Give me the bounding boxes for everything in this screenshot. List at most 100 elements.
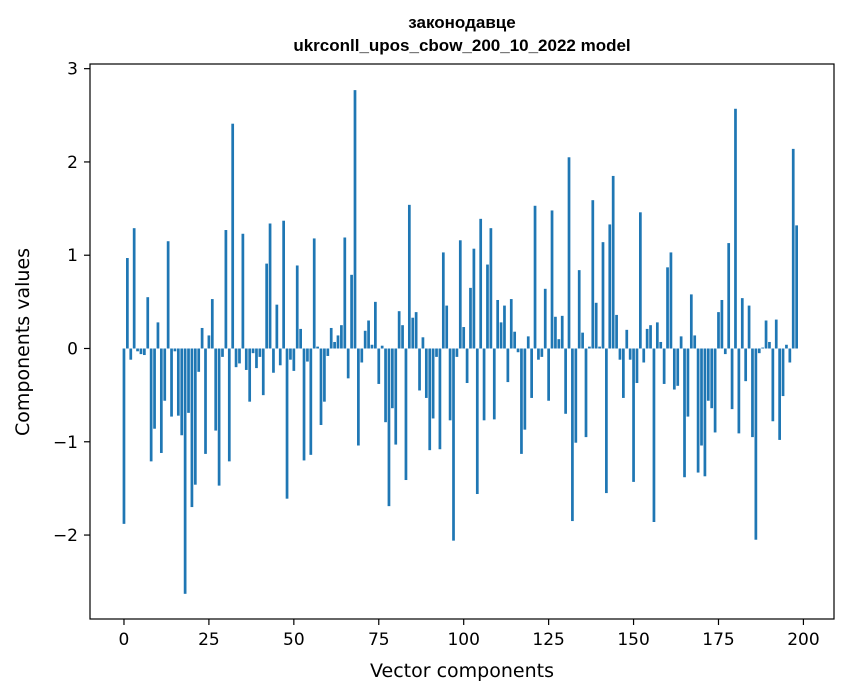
bar-159 xyxy=(662,348,666,384)
bar-27 xyxy=(214,348,218,431)
bar-172 xyxy=(706,348,710,401)
y-tick-label: −2 xyxy=(53,526,78,546)
bar-5 xyxy=(139,348,143,355)
bar-58 xyxy=(319,348,323,425)
bar-145 xyxy=(615,314,618,349)
bar-1 xyxy=(126,258,129,349)
y-tick-label: 1 xyxy=(67,246,78,266)
bar-92 xyxy=(435,348,438,357)
bar-34 xyxy=(238,348,241,364)
bar-188 xyxy=(761,347,765,349)
bar-129 xyxy=(560,315,564,349)
bar-70 xyxy=(360,348,364,363)
bar-115 xyxy=(513,331,517,349)
x-axis-ticks: 0 25 50 75 100 125 150 175 200 xyxy=(119,619,820,650)
bar-185 xyxy=(751,348,754,438)
y-axis-ticks: −2 −1 0 1 2 3 xyxy=(53,60,90,546)
bar-85 xyxy=(411,317,415,349)
bar-41 xyxy=(261,348,265,396)
bar-134 xyxy=(577,270,581,349)
bar-15 xyxy=(173,348,177,352)
bar-39 xyxy=(255,348,258,369)
bar-164 xyxy=(679,336,683,349)
bar-56 xyxy=(312,238,316,349)
bar-139 xyxy=(594,302,598,349)
bar-107 xyxy=(486,264,489,349)
bar-36 xyxy=(244,348,248,370)
bar-24 xyxy=(204,348,207,454)
bar-166 xyxy=(686,348,690,417)
bar-124 xyxy=(543,288,547,349)
y-tick-label: 2 xyxy=(67,153,78,173)
bar-173 xyxy=(710,348,714,409)
bar-37 xyxy=(248,348,252,402)
bar-46 xyxy=(278,348,282,366)
bar-97 xyxy=(452,348,455,541)
bar-28 xyxy=(217,348,221,486)
bar-142 xyxy=(605,348,608,494)
bar-108 xyxy=(489,228,493,349)
bar-88 xyxy=(421,337,425,349)
bar-96 xyxy=(448,348,452,421)
y-tick-label: 0 xyxy=(67,339,78,359)
bar-191 xyxy=(771,348,775,422)
bar-151 xyxy=(635,348,639,384)
bar-86 xyxy=(414,312,418,349)
bar-183 xyxy=(744,348,748,382)
bar-65 xyxy=(343,237,347,349)
bar-54 xyxy=(306,348,309,362)
bar-184 xyxy=(747,305,751,349)
bar-82 xyxy=(401,325,404,349)
bar-53 xyxy=(302,348,306,461)
bar-83 xyxy=(404,348,408,481)
bar-68 xyxy=(353,90,357,349)
bar-35 xyxy=(241,233,245,349)
bar-168 xyxy=(693,335,697,349)
bar-162 xyxy=(672,348,676,390)
bar-33 xyxy=(234,348,238,368)
bar-12 xyxy=(163,348,167,401)
bar-140 xyxy=(598,346,601,349)
bar-132 xyxy=(571,348,574,522)
bar-177 xyxy=(723,348,727,355)
plot-frame xyxy=(89,63,835,620)
bar-153 xyxy=(642,348,646,363)
bar-4 xyxy=(136,348,139,352)
bar-146 xyxy=(618,348,622,360)
bar-94 xyxy=(441,252,445,349)
chart-title: законодавце xyxy=(408,13,515,32)
bar-111 xyxy=(499,322,503,349)
bar-59 xyxy=(323,348,326,402)
bar-76 xyxy=(380,345,384,349)
bar-175 xyxy=(717,312,720,349)
bar-120 xyxy=(530,348,533,398)
bar-71 xyxy=(363,330,367,349)
bar-79 xyxy=(391,348,394,409)
bar-95 xyxy=(445,305,449,349)
bar-193 xyxy=(778,348,781,440)
bar-180 xyxy=(734,108,737,349)
bar-194 xyxy=(781,348,785,397)
bar-169 xyxy=(696,348,700,473)
bar-38 xyxy=(251,348,255,354)
bar-102 xyxy=(469,287,472,349)
bar-123 xyxy=(540,348,544,357)
bar-84 xyxy=(407,204,411,349)
bar-9 xyxy=(153,348,156,429)
bar-157 xyxy=(655,322,659,349)
bar-91 xyxy=(431,348,435,419)
bar-81 xyxy=(397,311,401,349)
bar-181 xyxy=(737,348,741,434)
bar-156 xyxy=(652,348,656,522)
bar-66 xyxy=(346,348,350,379)
bar-80 xyxy=(394,348,398,445)
bar-192 xyxy=(774,319,778,349)
bar-148 xyxy=(625,329,629,349)
bar-133 xyxy=(574,348,578,443)
bar-51 xyxy=(295,265,299,349)
bar-170 xyxy=(700,348,703,446)
bar-176 xyxy=(720,299,724,349)
bar-117 xyxy=(520,348,523,454)
bar-50 xyxy=(292,348,296,371)
